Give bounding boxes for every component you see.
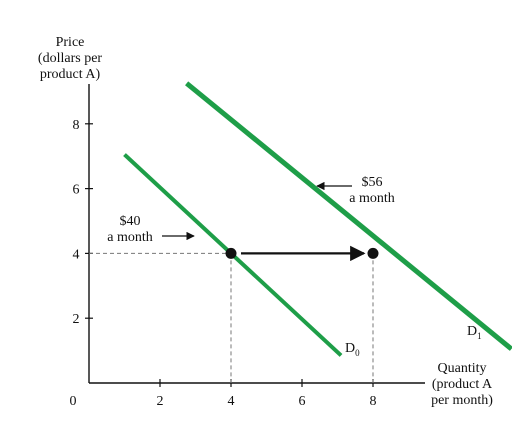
y-axis-label-line-1: Price [56,35,85,50]
y-ticks: 2 4 6 8 [73,118,93,327]
y-tick-label: 2 [73,312,80,327]
annotation-40-line-1: $40 [120,214,141,229]
x-axis-label-line-2: (product A [432,377,493,392]
y-tick-label: 6 [73,183,80,198]
x-tick-label: 4 [228,394,235,409]
dashed-guides [89,252,374,383]
annotation-56-line-1: $56 [362,175,383,190]
x-axis-label-line-1: Quantity [438,361,487,376]
curve-label-d1: D1 [467,324,482,341]
demand-curve-d1 [185,81,512,351]
curve-label-d0: D0 [345,341,360,358]
x-tick-label: 2 [157,394,164,409]
x-tick-label: 8 [370,394,377,409]
demand-curves [123,81,512,357]
origin-label: 0 [70,394,77,409]
annotation-56-line-2: a month [349,191,395,206]
y-tick-label: 8 [73,118,80,133]
x-tick-label: 6 [299,394,306,409]
equilibrium-points [225,247,379,259]
x-axis-label-line-3: per month) [431,393,493,408]
y-axis-label-line-2: (dollars per [38,51,102,66]
y-tick-label: 4 [73,247,80,262]
y-axis-label-line-3: product A) [40,67,101,82]
equilibrium-point [367,247,379,259]
equilibrium-point [225,247,237,259]
annotation-40-line-2: a month [107,230,153,245]
